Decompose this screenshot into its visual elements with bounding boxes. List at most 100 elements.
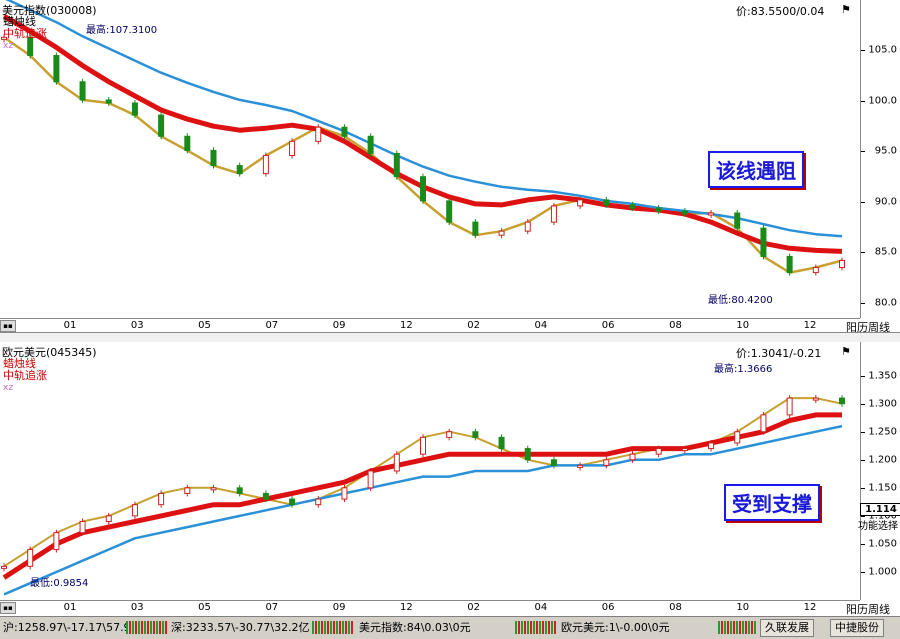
y-tick-label: 80.0 [874,297,897,309]
legend-item-mid: 中轨追涨 [3,27,47,40]
candle-body [629,453,636,461]
candle-body [27,549,34,567]
mini-chart-icon [718,621,756,634]
x-tick-label: 12 [399,602,413,613]
candle-body [131,504,138,517]
y-tick-label: 1.200 [868,454,897,466]
low-label-usd: 最低:80.4200 [708,295,773,306]
candle-body [289,140,296,156]
series-line [3,424,843,596]
candle-body [603,199,610,206]
candle-body [53,55,60,83]
candle-body [262,154,269,175]
y-tick-mark [861,252,865,254]
candle-body [341,487,348,500]
candle-body [79,520,86,534]
stock-button-zhongjie[interactable]: 中捷股份 [830,619,884,637]
x-tick-label: 03 [130,320,144,331]
y-tick-label: 1.000 [868,566,897,578]
candle-body [550,205,557,223]
candle-body [446,200,453,223]
status-usd-index[interactable]: 美元指数:84\0.03\0元 [359,621,471,634]
plot-area-eur[interactable]: 欧元美元(045345) 蜡烛线 中轨追涨 xz 价:1.3041/-0.21 … [0,342,860,600]
legend-item-mid: 中轨追涨 [3,369,47,382]
y-tick-mark [861,100,865,102]
candle-body [550,459,557,466]
stock-button-jiulian[interactable]: 久联发展 [760,619,814,637]
y-tick-mark [861,50,865,52]
y-tick-label: 95.0 [874,145,897,157]
x-tick-label: 04 [534,602,548,613]
x-tick-label: 01 [63,320,77,331]
x-tick-label: 12 [803,320,817,331]
candle-body [393,152,400,178]
legend-item-xz: xz [3,41,14,51]
candle-body [786,397,793,416]
x-tick-label: 05 [198,320,211,331]
y-tick-mark [861,302,865,304]
y-tick-label: 105.0 [868,44,897,56]
flag-icon[interactable]: ⚑ [841,345,851,358]
status-sh-index[interactable]: 沪:1258.97\-17.17\57.9亿 [3,621,142,634]
y-tick-mark [861,487,865,489]
legend-usd: 蜡烛线 中轨追涨 xz [3,16,47,52]
status-sz-index[interactable]: 深:3233.57\-30.77\32.2亿 [171,621,310,634]
stock-button-label: 中捷股份 [835,621,879,634]
y-tick-label: 1.300 [868,398,897,410]
candle-body [708,212,715,216]
x-axis-eur: 阳历周线 01 03 05 07 09 12 02 04 06 08 10 12 [0,600,890,616]
status-eurusd[interactable]: 欧元美元:1\-0.00\0元 [561,621,670,634]
series-line [2,412,842,580]
candle-body [708,442,715,450]
candle-body [105,99,112,104]
x-tick-label: 08 [669,602,682,613]
x-axis-usd: 阳历周线 01 03 05 07 09 12 02 04 06 08 10 12 [0,318,890,334]
candle-body [184,487,191,494]
candle-body [524,221,531,232]
x-tick-label: 10 [736,602,750,613]
candle-body [367,135,374,154]
x-tick-label: 12 [399,320,413,331]
candle-body [79,81,86,101]
candle-body [105,515,112,522]
x-tick-label: 05 [198,602,211,613]
candle-body [812,267,819,274]
panel-menu-icon[interactable]: ▪▪ [0,320,16,332]
annotation-resistance: 该线遇阻 [708,151,804,188]
candle-body [210,149,217,167]
high-label-eur: 最高:1.3666 [714,364,773,375]
x-axis-mode-label[interactable]: 阳历周线 [846,321,890,334]
mini-chart-icon [515,621,557,634]
candle-body [498,230,505,236]
flag-icon[interactable]: ⚑ [841,3,851,16]
y-tick-mark [861,431,865,433]
stock-button-label: 久联发展 [765,621,809,634]
panel-eurusd: 欧元美元(045345) 蜡烛线 中轨追涨 xz 价:1.3041/-0.21 … [0,342,900,616]
candle-body [446,431,453,438]
plot-area-usd[interactable]: 美元指数(030008) 蜡烛线 中轨追涨 xz 价:83.5500/0.04 … [0,0,860,318]
function-select-tab[interactable]: 功能选择 [858,521,898,532]
candle-body [629,204,636,209]
legend-item-candles: 蜡烛线 [3,357,36,370]
candle-body [655,207,662,212]
candle-body [27,36,34,57]
candle-body [367,470,374,489]
annotation-support: 受到支撑 [724,484,820,521]
y-tick-mark [861,375,865,377]
legend-item-xz: xz [3,383,14,393]
chart-title-eur: 欧元美元(045345) [2,346,97,359]
candle-body [655,448,662,455]
candle-body [839,397,845,405]
y-tick-mark [861,151,865,153]
chart-usd-index [1,0,845,276]
panel-menu-icon[interactable]: ▪▪ [0,602,16,614]
y-tick-label: 1.250 [868,426,897,438]
candle-body [760,414,767,433]
candle-body [184,135,191,151]
x-tick-label: 09 [332,602,346,613]
price-readout-eur: 价:1.3041/-0.21 [736,347,822,360]
y-tick-mark [861,201,865,203]
x-axis-mode-label[interactable]: 阳历周线 [846,603,890,616]
x-tick-label: 10 [736,320,750,331]
